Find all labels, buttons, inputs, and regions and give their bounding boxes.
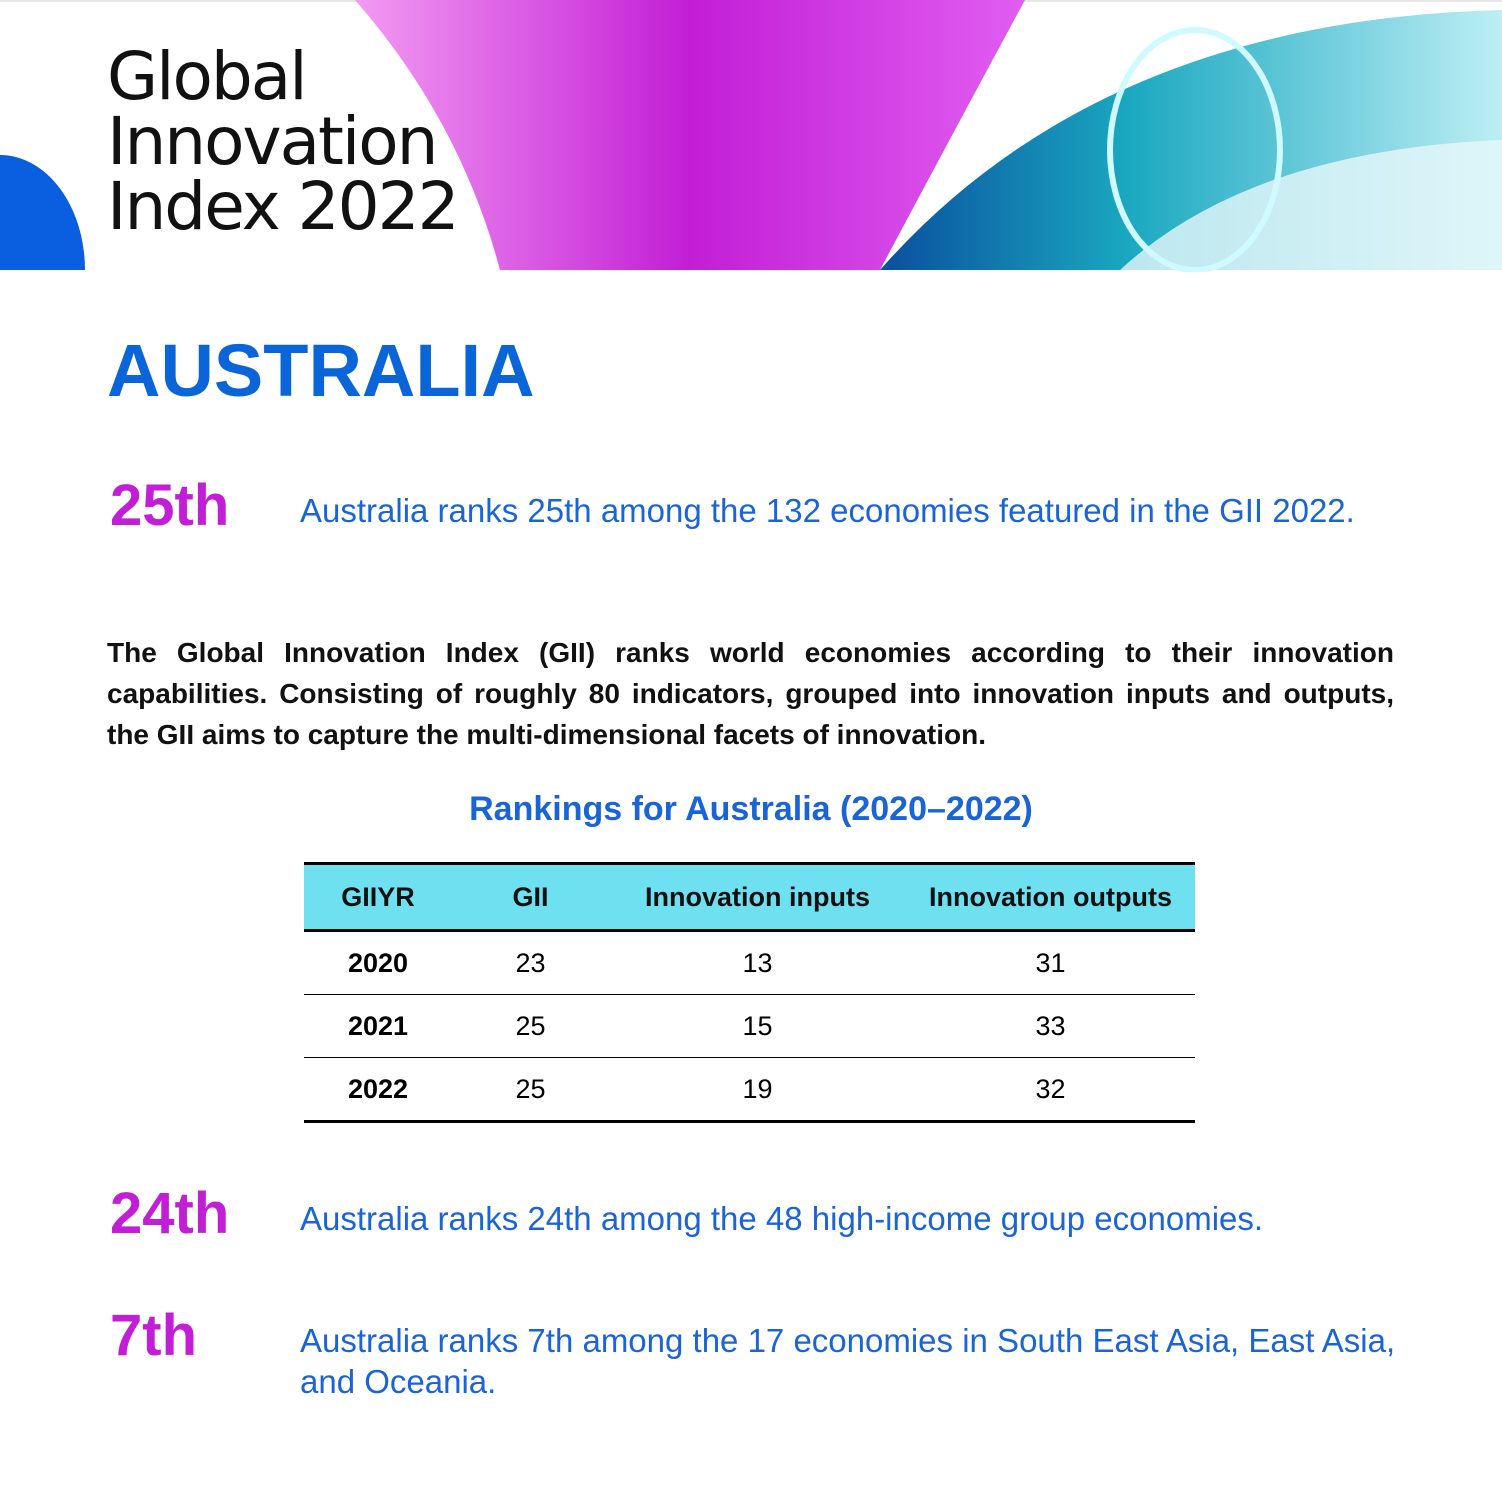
cell: 33	[906, 994, 1195, 1058]
cell: 25	[452, 994, 609, 1058]
title-line: Index 2022	[107, 168, 460, 245]
cell: 19	[742, 1073, 773, 1104]
country: AUSTRALIA	[107, 329, 535, 412]
rank: 25th	[110, 473, 230, 538]
cell: 31	[906, 930, 1195, 995]
col-head: Innovation outputs	[906, 863, 1195, 931]
cell: 13	[609, 930, 906, 995]
col-head: Innovation inputs	[609, 863, 906, 931]
cell: 25	[515, 1073, 546, 1104]
intro: The Global Innovation Index (GII) ranks …	[107, 637, 1394, 750]
rank-text: Australia ranks 24th among the 48 high-i…	[300, 1200, 1264, 1237]
col-head: GII	[452, 863, 609, 931]
table: GIIYR GII Innovation inputs Innovation outp…	[304, 862, 1195, 1123]
rank: 7th	[110, 1303, 197, 1368]
title-line: Innovation	[107, 103, 438, 180]
cell: 2022	[347, 1073, 409, 1104]
rank: 24th	[110, 1181, 230, 1246]
rank-text: Australia ranks 7th among the 17 economi…	[300, 1322, 1396, 1400]
col-head: GIIYR	[304, 863, 452, 931]
title-line: Global	[107, 38, 308, 115]
cell: 2021	[304, 994, 452, 1058]
cell: 2020	[304, 930, 452, 995]
rank-text: Australia ranks 25th among the 132 econo…	[300, 492, 1355, 529]
cell: 15	[609, 994, 906, 1058]
banner	[0, 0, 1502, 272]
cell: 32	[1035, 1073, 1066, 1104]
table-title: Rankings for Australia (2020–2022)	[469, 790, 1033, 828]
cell: 23	[452, 930, 609, 995]
